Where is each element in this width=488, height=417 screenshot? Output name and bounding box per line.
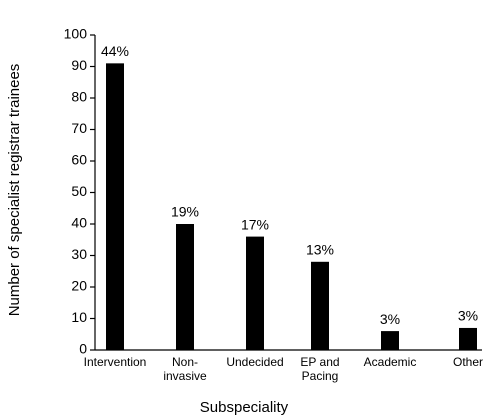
bar bbox=[176, 224, 194, 350]
y-tick-label: 60 bbox=[71, 152, 87, 168]
y-tick-label: 0 bbox=[79, 341, 87, 357]
data-label: 19% bbox=[171, 204, 199, 220]
data-label: 17% bbox=[241, 216, 269, 232]
x-tick-label: Other bbox=[453, 355, 483, 369]
data-label: 3% bbox=[380, 311, 400, 327]
y-tick-label: 30 bbox=[71, 246, 87, 262]
data-label: 3% bbox=[458, 308, 478, 324]
x-tick-label: EP and Pacing bbox=[300, 355, 339, 383]
y-axis-title: Number of specialist registrar trainees bbox=[6, 64, 23, 317]
y-tick-label: 100 bbox=[64, 26, 88, 42]
x-tick-label: Non-invasive bbox=[163, 355, 207, 383]
y-tick-label: 90 bbox=[71, 57, 87, 73]
y-tick-label: 80 bbox=[71, 89, 87, 105]
data-label: 13% bbox=[306, 242, 334, 258]
y-tick-label: 50 bbox=[71, 183, 87, 199]
x-axis-title: Subspeciality bbox=[200, 399, 289, 416]
y-tick-label: 70 bbox=[71, 120, 87, 136]
bar bbox=[311, 261, 329, 350]
y-tick-label: 10 bbox=[71, 309, 87, 325]
x-tick-label: Undecided bbox=[226, 355, 283, 369]
data-label: 44% bbox=[101, 43, 129, 59]
bar bbox=[106, 63, 124, 350]
bar bbox=[381, 331, 399, 350]
bar bbox=[246, 236, 264, 350]
x-tick-label: Academic bbox=[364, 355, 417, 369]
x-tick-label: Intervention bbox=[84, 355, 147, 369]
y-tick-label: 40 bbox=[71, 215, 87, 231]
bar bbox=[459, 327, 477, 350]
y-tick-label: 20 bbox=[71, 278, 87, 294]
